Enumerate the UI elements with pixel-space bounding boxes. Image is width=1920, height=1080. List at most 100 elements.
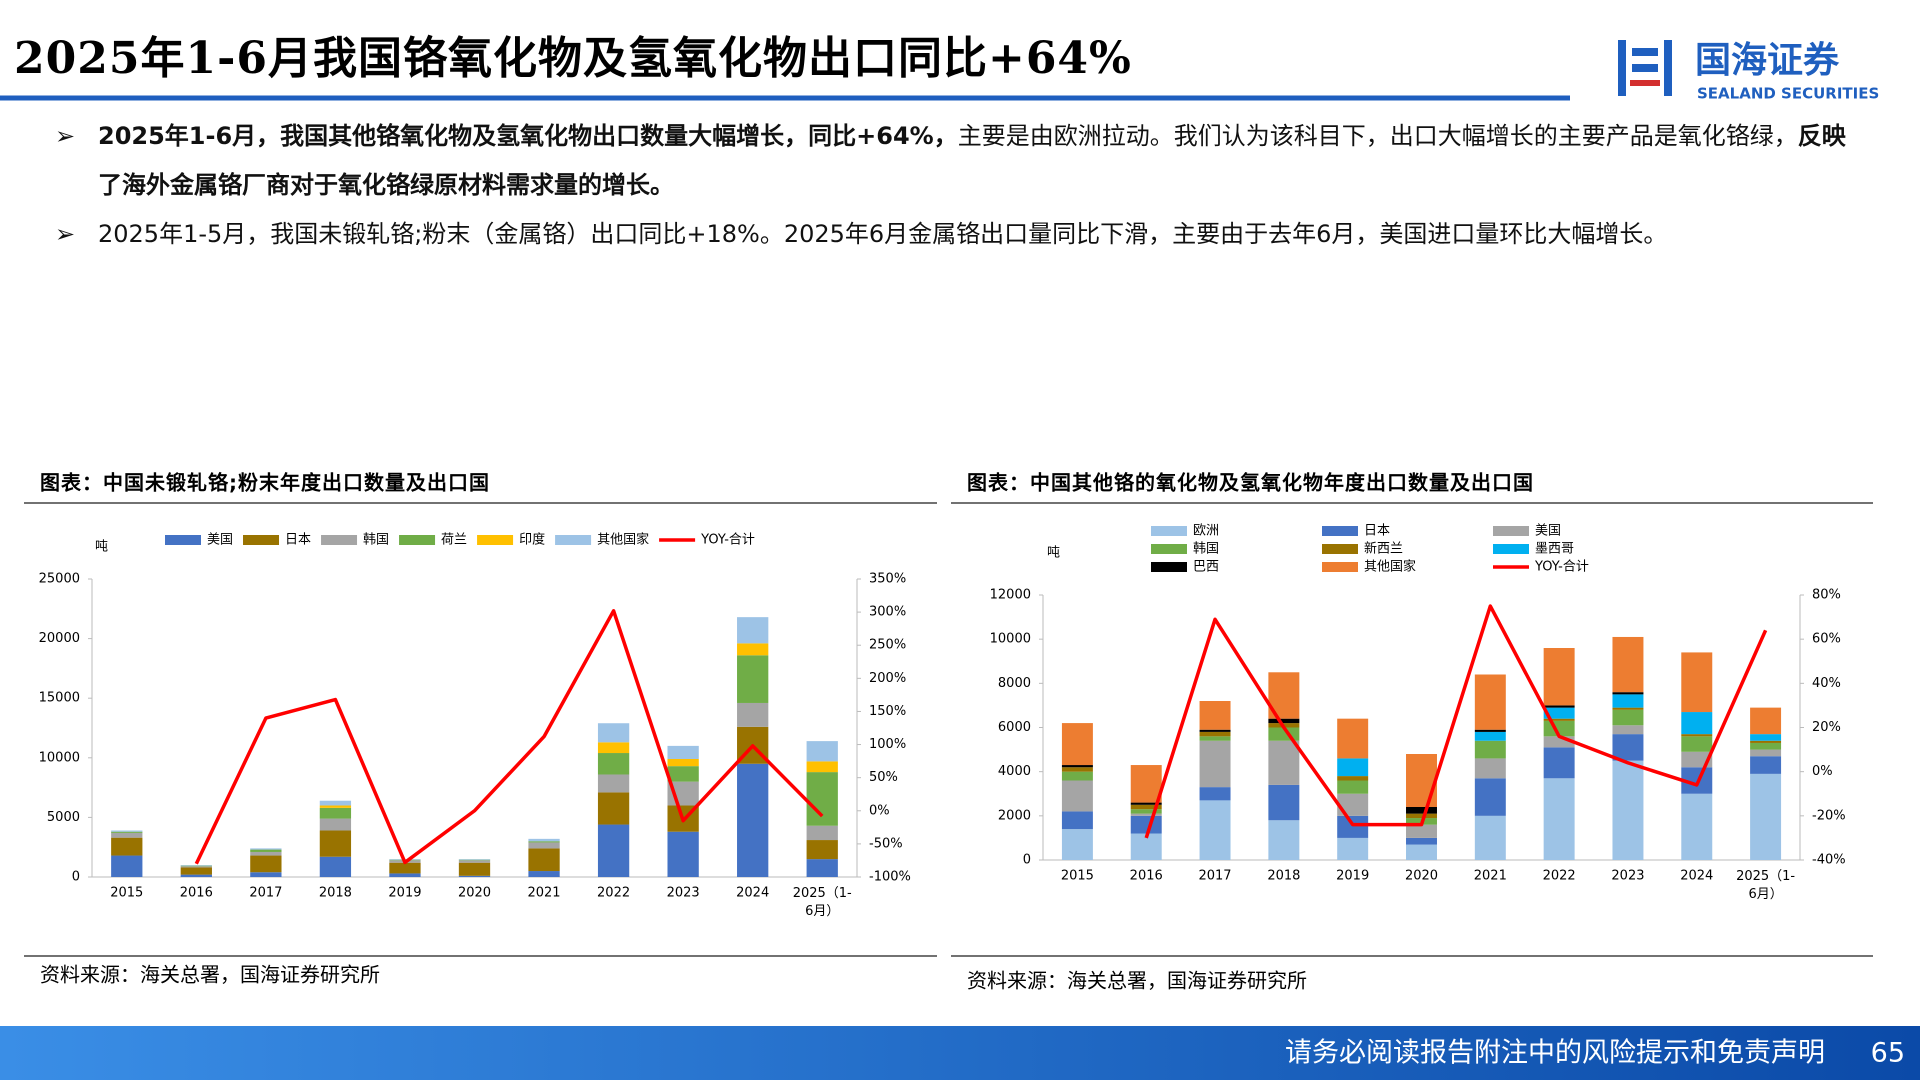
x-tick-label: 2018 xyxy=(319,886,352,901)
bar-segment xyxy=(111,855,143,877)
bar-segment xyxy=(319,856,352,877)
x-tick-label: 2025（1- 6月） xyxy=(793,886,852,919)
legend-swatch xyxy=(321,535,358,545)
page-number: 65 xyxy=(1871,1038,1905,1069)
bullet-list: 2025年1-6月，我国其他铬氧化物及氢氧化物出口数量大幅增长，同比+64%，主… xyxy=(55,112,1855,259)
bar-segment xyxy=(1406,844,1437,860)
bar-segment xyxy=(597,774,630,793)
bar-segment xyxy=(1268,723,1300,728)
bar-segment xyxy=(1612,636,1644,693)
x-tick-label: 2016 xyxy=(1130,869,1163,884)
bar-segment xyxy=(250,849,282,852)
y-tick-label: 0 xyxy=(1023,853,1031,868)
y2-tick-label: -40% xyxy=(1812,853,1846,868)
x-tick-label: 2019 xyxy=(1336,869,1369,884)
bar-segment xyxy=(1268,820,1300,860)
bar-segment xyxy=(1750,773,1782,860)
y-tick-label: 5000 xyxy=(47,810,80,825)
source-note: 资料来源：海关总署，国海证券研究所 xyxy=(967,969,1307,993)
y2-tick-label: 300% xyxy=(869,605,906,620)
legend-label: 美国 xyxy=(1535,524,1561,539)
x-tick-label: 2024 xyxy=(736,886,769,901)
bar-segment xyxy=(806,859,838,877)
bar-segment xyxy=(250,851,282,856)
bar-segment xyxy=(737,643,769,656)
bar-segment xyxy=(597,742,630,754)
legend-label: 日本 xyxy=(285,533,311,548)
bar-segment xyxy=(1130,813,1162,816)
y-tick-label: 20000 xyxy=(39,631,80,646)
y-tick-label: 6000 xyxy=(998,720,1031,735)
bar-segment xyxy=(737,617,769,644)
bar-segment xyxy=(528,841,560,843)
bullet: 2025年1-6月，我国其他铬氧化物及氢氧化物出口数量大幅增长，同比+64%，主… xyxy=(55,112,1855,210)
bar-segment xyxy=(1681,751,1713,768)
legend-swatch xyxy=(477,535,514,545)
legend-label: 巴西 xyxy=(1193,560,1219,575)
bar-segment xyxy=(180,865,212,867)
y-tick-label: 15000 xyxy=(39,691,80,706)
bar-segment xyxy=(250,848,282,850)
bar-segment xyxy=(1130,804,1162,810)
x-tick-label-line: 6月） xyxy=(1748,887,1782,902)
x-tick-label: 2019 xyxy=(388,886,421,901)
bar-segment xyxy=(806,761,838,773)
bar-segment xyxy=(111,832,143,838)
bar-segment xyxy=(667,745,699,759)
bar-segment xyxy=(1406,818,1437,825)
legend-label: 印度 xyxy=(519,532,545,548)
bar-segment xyxy=(806,840,838,860)
x-tick-label: 2021 xyxy=(527,886,560,901)
bar-segment xyxy=(1474,815,1506,860)
bar-segment xyxy=(1337,718,1369,759)
legend-swatch xyxy=(1151,526,1187,536)
bar-segment xyxy=(458,875,491,877)
bar-segment xyxy=(737,763,769,877)
y2-tick-label: 20% xyxy=(1812,720,1841,735)
bar-segment xyxy=(1750,742,1782,750)
footer-band xyxy=(0,1026,1920,1080)
bar-segment xyxy=(1681,652,1713,713)
source-note: 资料来源：海关总署，国海证券研究所 xyxy=(40,963,380,987)
bar-segment xyxy=(737,726,769,764)
y2-tick-label: 200% xyxy=(869,671,906,686)
bullet: 2025年1-5月，我国未锻轧铬;粉末（金属铬）出口同比+18%。2025年6月… xyxy=(55,210,1855,259)
bar-segment xyxy=(1750,740,1782,743)
bar-segment xyxy=(1337,758,1369,777)
bar-segment xyxy=(389,860,421,863)
bar-segment xyxy=(806,825,838,841)
bar-segment xyxy=(1612,707,1644,710)
y-tick-label: 4000 xyxy=(998,764,1031,779)
bar-segment xyxy=(667,831,699,877)
bar-segment xyxy=(1612,760,1644,860)
legend-swatch xyxy=(1322,526,1358,536)
bar-segment xyxy=(1543,778,1575,860)
bar-segment xyxy=(1750,707,1782,735)
bar-segment xyxy=(1199,729,1231,732)
bar-segment xyxy=(1268,718,1300,724)
x-tick-label-line: 2025（1- xyxy=(1736,869,1795,884)
x-tick-label: 2018 xyxy=(1267,869,1300,884)
legend-label: 韩国 xyxy=(363,533,389,548)
bar-segment xyxy=(1061,723,1093,766)
y2-tick-label: 40% xyxy=(1812,676,1841,691)
legend-swatch xyxy=(1322,562,1358,572)
legend-label: 其他国家 xyxy=(1364,559,1416,575)
legend-label: YOY-合计 xyxy=(1534,560,1589,575)
legend-label: 美国 xyxy=(207,533,233,548)
bar-segment xyxy=(1061,780,1093,812)
bar-segment xyxy=(528,848,560,872)
bar-segment xyxy=(319,800,352,806)
bar-segment xyxy=(1337,837,1369,860)
x-tick-label: 2022 xyxy=(1543,869,1576,884)
legend-swatch xyxy=(243,535,280,545)
legend-label: YOY-合计 xyxy=(700,533,755,548)
y-tick-label: 8000 xyxy=(998,676,1031,691)
legend-label: 其他国家 xyxy=(597,532,649,548)
bar-segment xyxy=(667,766,699,782)
bar-segment xyxy=(667,781,699,806)
y2-tick-label: -100% xyxy=(869,870,911,885)
x-tick-label: 2015 xyxy=(1061,869,1094,884)
bar-segment xyxy=(528,838,560,842)
